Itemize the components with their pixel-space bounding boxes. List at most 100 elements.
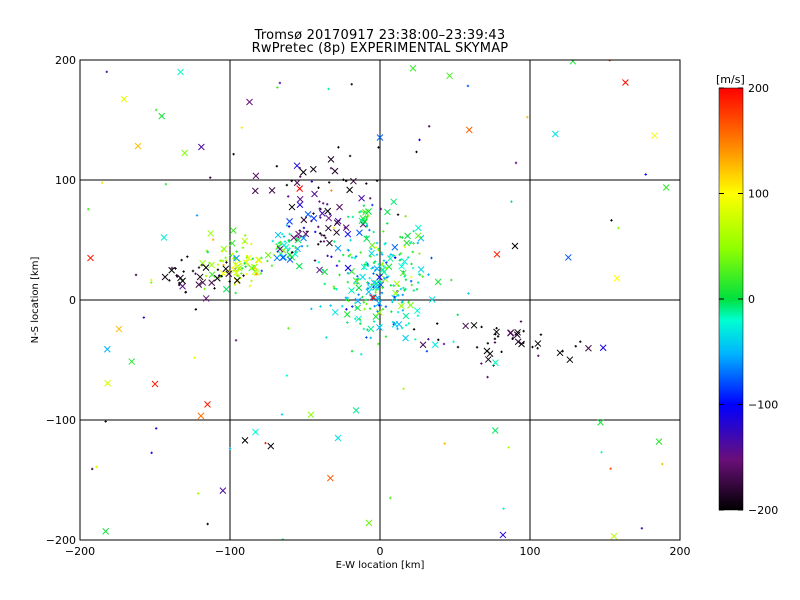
data-point-cross (493, 251, 501, 258)
data-point-cross (316, 266, 323, 274)
data-point-plus (466, 84, 470, 88)
data-point-plus (369, 255, 372, 258)
y-tick-label: 200 (55, 54, 76, 67)
data-point-cross (484, 356, 492, 363)
data-point-plus (176, 275, 179, 278)
colorbar: [m/s] 200 100 0 −100 −200 (716, 73, 778, 517)
x-tick-label: 200 (670, 545, 691, 558)
data-point-plus (310, 219, 313, 223)
data-point-plus (255, 273, 258, 276)
data-point-plus (142, 316, 146, 319)
data-point-cross (208, 279, 216, 287)
data-point-plus (337, 146, 340, 149)
data-point-plus (197, 266, 201, 269)
colorbar-ticks: 200 100 0 −100 −200 (719, 82, 778, 517)
data-point-cross (128, 358, 136, 365)
data-point-plus (359, 251, 362, 254)
data-point-plus (203, 287, 206, 291)
data-point-plus (170, 266, 174, 270)
data-point-plus (280, 413, 284, 416)
data-point-plus (319, 305, 322, 308)
data-point-plus (531, 345, 534, 349)
data-point-cross (367, 325, 375, 333)
data-point-plus (359, 210, 363, 213)
data-point-plus (206, 250, 210, 254)
data-point-plus (225, 261, 228, 264)
data-point-cross (431, 341, 439, 349)
data-point-plus (271, 239, 274, 243)
data-point-cross (307, 411, 315, 419)
data-point-plus (248, 284, 252, 288)
data-point-plus (224, 256, 227, 259)
data-point-plus (211, 238, 215, 241)
data-point-plus (507, 446, 510, 449)
data-point-cross (334, 434, 342, 442)
data-point-cross (233, 277, 241, 284)
data-point-plus (456, 345, 460, 349)
data-point-plus (313, 259, 317, 262)
data-point-plus (229, 254, 233, 257)
data-point-cross (197, 143, 205, 151)
data-point-plus (310, 180, 314, 183)
data-point-plus (231, 252, 234, 256)
colorbar-tick-label: −200 (748, 504, 778, 517)
data-point-plus (378, 304, 381, 307)
data-point-plus (259, 272, 263, 275)
data-point-plus (403, 275, 406, 278)
data-point-plus (238, 260, 241, 263)
data-point-cross (325, 214, 333, 222)
data-point-cross (613, 275, 621, 282)
data-point-cross (569, 60, 577, 65)
data-point-cross (179, 282, 186, 290)
data-point-cross (204, 401, 211, 408)
data-point-cross (414, 232, 422, 240)
data-point-cross (359, 273, 366, 281)
data-point-cross (267, 442, 275, 450)
data-point-plus (539, 333, 543, 336)
data-point-plus (338, 273, 341, 277)
data-point-cross (286, 218, 293, 225)
data-point-plus (186, 255, 189, 258)
data-point-plus (416, 314, 420, 317)
data-point-plus (178, 281, 181, 285)
data-point-plus (266, 259, 269, 263)
data-point-plus (245, 256, 248, 259)
data-point-plus (380, 291, 384, 295)
data-point-plus (317, 260, 321, 264)
data-point-cross (279, 254, 287, 261)
data-point-plus (281, 232, 284, 236)
data-point-cross (274, 231, 282, 239)
chart-title: Tromsø 20170917 23:38:00–23:39:43 (254, 28, 506, 43)
data-point-plus (240, 126, 244, 129)
data-point-cross (376, 324, 383, 331)
data-point-cross (350, 177, 357, 185)
data-point-plus (495, 327, 498, 330)
data-point-plus (333, 240, 336, 243)
data-point-plus (335, 264, 339, 267)
data-point-plus (375, 241, 379, 245)
data-point-cross (304, 211, 312, 218)
data-point-plus (409, 279, 413, 283)
data-point-plus (366, 287, 370, 290)
data-point-plus (486, 342, 490, 345)
data-point-plus (510, 200, 513, 203)
data-point-cross (294, 236, 302, 244)
data-point-cross (268, 187, 276, 194)
data-point-cross (651, 132, 658, 139)
data-point-cross (493, 328, 500, 336)
data-point-plus (410, 262, 413, 266)
data-point-plus (390, 310, 393, 313)
data-point-plus (332, 285, 335, 288)
data-point-plus (216, 263, 220, 266)
data-point-plus (379, 281, 383, 284)
data-point-plus (397, 284, 400, 287)
data-point-plus (354, 317, 357, 320)
data-point-plus (370, 267, 373, 270)
data-point-plus (344, 179, 348, 183)
data-point-cross (409, 65, 417, 72)
data-point-plus (319, 232, 322, 235)
data-point-cross (372, 313, 380, 320)
data-point-cross (365, 208, 372, 215)
data-point-cross (334, 244, 342, 252)
data-point-plus (514, 161, 518, 165)
